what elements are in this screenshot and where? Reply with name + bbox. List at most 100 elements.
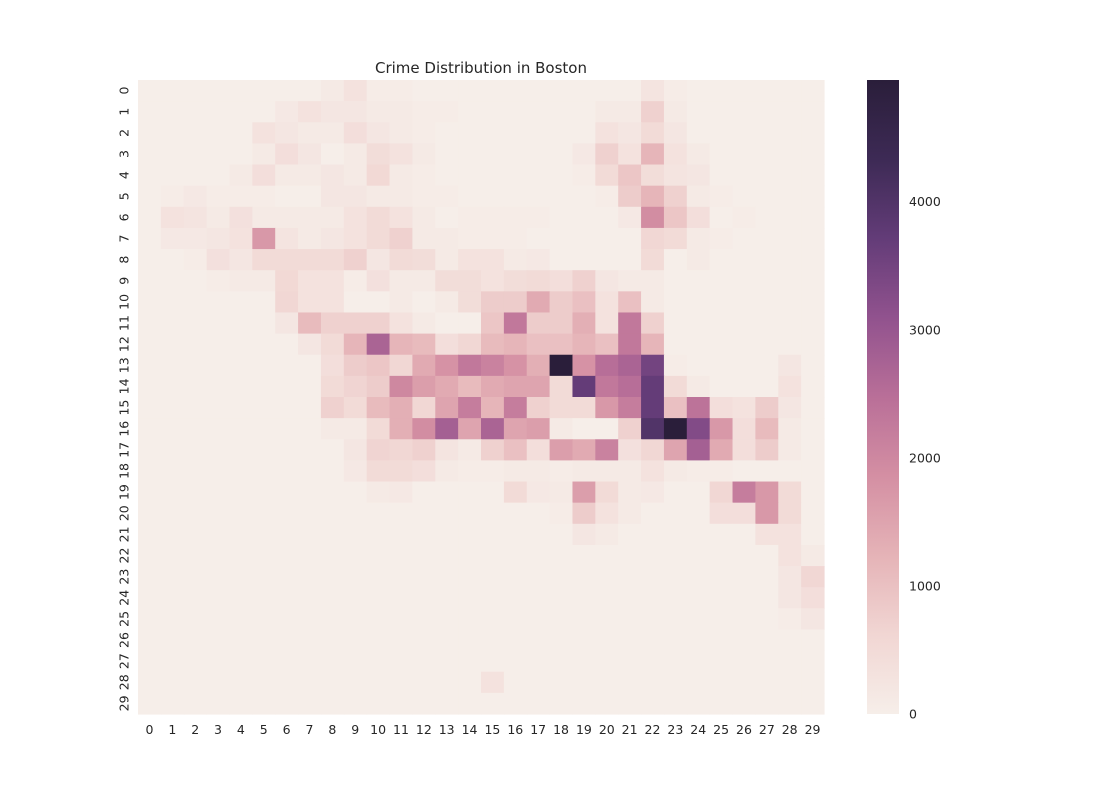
heatmap-cell (252, 566, 276, 588)
heatmap-cell (343, 270, 368, 292)
heatmap-cell (458, 460, 482, 483)
x-tick-label: 1 (168, 722, 176, 737)
heatmap-cell (595, 587, 619, 609)
heatmap-cell (298, 291, 322, 314)
heatmap-cell (160, 333, 185, 356)
heatmap-cell (801, 143, 825, 166)
heatmap-cell (732, 650, 756, 673)
heatmap-cell (755, 418, 779, 440)
heatmap-cell (435, 143, 459, 166)
heatmap-cell (458, 692, 482, 715)
heatmap-cell (732, 544, 756, 567)
heatmap-cell (595, 397, 619, 419)
heatmap-cell (343, 291, 368, 314)
heatmap-cell (412, 692, 436, 715)
heatmap-cell (252, 671, 276, 694)
heatmap-cell (343, 101, 368, 123)
heatmap-cell (526, 206, 551, 229)
heatmap-cell (549, 629, 574, 652)
heatmap-cell (252, 692, 276, 715)
heatmap-cell (572, 270, 596, 292)
heatmap-cell (206, 481, 231, 504)
heatmap-cell (138, 439, 162, 461)
heatmap-cell (320, 227, 345, 250)
heatmap-cell (755, 650, 779, 673)
heatmap-cell (298, 101, 322, 123)
heatmap-cell (229, 333, 253, 356)
heatmap-cell (663, 629, 688, 652)
heatmap-cell (641, 206, 665, 229)
heatmap-cell (389, 270, 413, 292)
heatmap-cell (183, 544, 208, 567)
heatmap-cell (275, 375, 299, 398)
heatmap-cell (160, 544, 185, 567)
heatmap-cell (366, 608, 391, 631)
heatmap-cell (275, 460, 299, 483)
heatmap-cell (229, 143, 253, 166)
heatmap-cell (801, 291, 825, 314)
heatmap-cell (389, 185, 413, 208)
colorbar-tick-label: 1000 (909, 578, 941, 593)
heatmap-cell (275, 544, 299, 567)
heatmap-cell (595, 608, 619, 631)
heatmap-cell (503, 587, 528, 609)
heatmap-cell (229, 671, 253, 694)
heatmap-cell (755, 249, 779, 271)
heatmap-cell (206, 629, 231, 652)
heatmap-cell (343, 587, 368, 609)
x-tick-label: 15 (484, 722, 500, 737)
x-tick-label: 10 (370, 722, 386, 737)
heatmap-cell (686, 650, 711, 673)
heatmap-cell (686, 206, 711, 229)
heatmap-cell (618, 460, 642, 483)
heatmap-cell (183, 671, 208, 694)
heatmap-cell (732, 587, 756, 609)
y-tick-label: 18 (117, 463, 132, 479)
heatmap-cell (435, 629, 459, 652)
heatmap-cell (709, 185, 734, 208)
heatmap-cell (252, 185, 276, 208)
heatmap-cell (481, 544, 505, 567)
heatmap-cell (138, 671, 162, 694)
y-tick-label: 11 (117, 315, 132, 331)
heatmap-cell (572, 439, 596, 461)
heatmap-cell (412, 523, 436, 546)
y-tick-label: 15 (117, 400, 132, 416)
heatmap-cell (481, 164, 505, 187)
heatmap-cell (229, 587, 253, 609)
heatmap-cell (206, 397, 231, 419)
heatmap-cell (435, 460, 459, 483)
heatmap-cell (503, 566, 528, 588)
heatmap-cell (549, 185, 574, 208)
heatmap-cell (389, 101, 413, 123)
x-tick-label: 6 (283, 722, 291, 737)
y-tick-label: 4 (117, 171, 132, 179)
heatmap-cell (549, 291, 574, 314)
heatmap-cell (183, 122, 208, 144)
heatmap-cell (160, 650, 185, 673)
heatmap-cell (366, 164, 391, 187)
heatmap-cell (526, 249, 551, 271)
heatmap-cell (320, 185, 345, 208)
heatmap-cell (663, 608, 688, 631)
heatmap-cell (366, 312, 391, 335)
heatmap-cell (343, 544, 368, 567)
heatmap-cell (138, 608, 162, 631)
heatmap-cell (412, 397, 436, 419)
heatmap-cell (183, 291, 208, 314)
heatmap-cell (435, 206, 459, 229)
heatmap-cell (526, 143, 551, 166)
heatmap-cell (458, 544, 482, 567)
heatmap-cell (458, 418, 482, 440)
heatmap-cell (618, 80, 642, 102)
heatmap-cell (732, 418, 756, 440)
heatmap-cell (595, 227, 619, 250)
heatmap-cell (252, 249, 276, 271)
x-tick-label: 3 (214, 722, 222, 737)
heatmap-cell (549, 650, 574, 673)
heatmap-cell (389, 671, 413, 694)
heatmap-cell (572, 164, 596, 187)
heatmap-cell (641, 629, 665, 652)
heatmap-cell (343, 608, 368, 631)
heatmap-cell (778, 566, 802, 588)
